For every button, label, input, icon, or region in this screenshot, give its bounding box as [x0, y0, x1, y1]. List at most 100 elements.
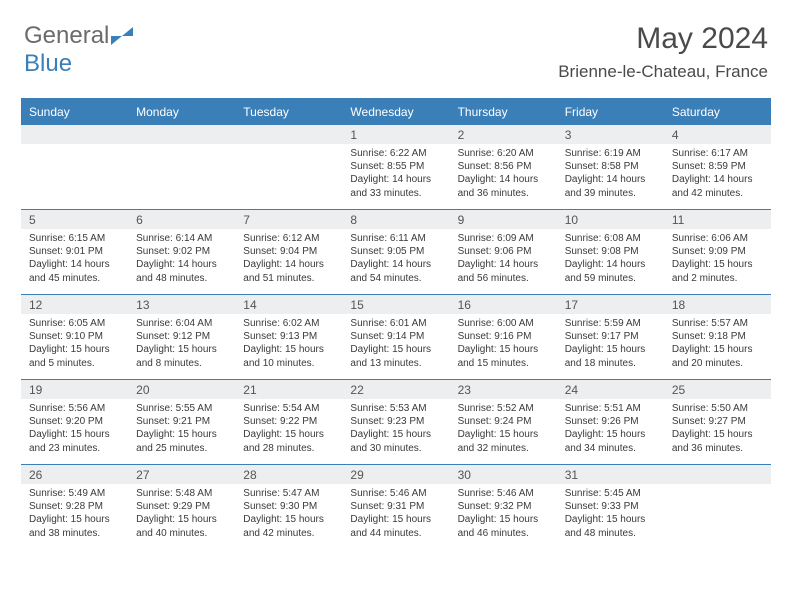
calendar-day-cell: 11Sunrise: 6:06 AMSunset: 9:09 PMDayligh…	[664, 210, 771, 294]
day-body: Sunrise: 6:06 AMSunset: 9:09 PMDaylight:…	[664, 229, 771, 289]
day-body: Sunrise: 6:02 AMSunset: 9:13 PMDaylight:…	[235, 314, 342, 374]
calendar-header-cell: Monday	[128, 100, 235, 125]
day-number: 13	[128, 295, 235, 314]
calendar-week-row: 1Sunrise: 6:22 AMSunset: 8:55 PMDaylight…	[21, 125, 771, 209]
calendar-day-cell: 21Sunrise: 5:54 AMSunset: 9:22 PMDayligh…	[235, 380, 342, 464]
daylight-text: Daylight: 15 hours and 28 minutes.	[243, 428, 338, 454]
calendar-day-cell: 6Sunrise: 6:14 AMSunset: 9:02 PMDaylight…	[128, 210, 235, 294]
calendar-day-cell: 31Sunrise: 5:45 AMSunset: 9:33 PMDayligh…	[557, 465, 664, 549]
sunset-text: Sunset: 9:28 PM	[29, 500, 124, 513]
sunrise-text: Sunrise: 6:01 AM	[350, 317, 445, 330]
day-body: Sunrise: 6:15 AMSunset: 9:01 PMDaylight:…	[21, 229, 128, 289]
calendar-day-cell: 17Sunrise: 5:59 AMSunset: 9:17 PMDayligh…	[557, 295, 664, 379]
calendar-day-cell	[235, 125, 342, 209]
day-number: 30	[450, 465, 557, 484]
day-number: 5	[21, 210, 128, 229]
day-body: Sunrise: 5:57 AMSunset: 9:18 PMDaylight:…	[664, 314, 771, 374]
sunrise-text: Sunrise: 5:46 AM	[350, 487, 445, 500]
day-number: 15	[342, 295, 449, 314]
sunset-text: Sunset: 9:31 PM	[350, 500, 445, 513]
day-body: Sunrise: 5:48 AMSunset: 9:29 PMDaylight:…	[128, 484, 235, 544]
sunrise-text: Sunrise: 6:02 AM	[243, 317, 338, 330]
daylight-text: Daylight: 15 hours and 36 minutes.	[672, 428, 767, 454]
sunset-text: Sunset: 9:09 PM	[672, 245, 767, 258]
day-number: 19	[21, 380, 128, 399]
calendar-day-cell	[21, 125, 128, 209]
sunrise-text: Sunrise: 6:12 AM	[243, 232, 338, 245]
sunset-text: Sunset: 9:33 PM	[565, 500, 660, 513]
day-number: 22	[342, 380, 449, 399]
daylight-text: Daylight: 15 hours and 13 minutes.	[350, 343, 445, 369]
day-body: Sunrise: 6:22 AMSunset: 8:55 PMDaylight:…	[342, 144, 449, 204]
sunrise-text: Sunrise: 6:19 AM	[565, 147, 660, 160]
sunset-text: Sunset: 9:10 PM	[29, 330, 124, 343]
calendar-week-row: 19Sunrise: 5:56 AMSunset: 9:20 PMDayligh…	[21, 379, 771, 464]
calendar-day-cell: 18Sunrise: 5:57 AMSunset: 9:18 PMDayligh…	[664, 295, 771, 379]
sunset-text: Sunset: 9:23 PM	[350, 415, 445, 428]
sunset-text: Sunset: 9:14 PM	[350, 330, 445, 343]
sunrise-text: Sunrise: 6:08 AM	[565, 232, 660, 245]
day-number	[664, 465, 771, 484]
calendar-day-cell: 7Sunrise: 6:12 AMSunset: 9:04 PMDaylight…	[235, 210, 342, 294]
calendar-day-cell: 24Sunrise: 5:51 AMSunset: 9:26 PMDayligh…	[557, 380, 664, 464]
day-number: 27	[128, 465, 235, 484]
calendar-day-cell: 13Sunrise: 6:04 AMSunset: 9:12 PMDayligh…	[128, 295, 235, 379]
sunset-text: Sunset: 9:30 PM	[243, 500, 338, 513]
day-body: Sunrise: 6:08 AMSunset: 9:08 PMDaylight:…	[557, 229, 664, 289]
calendar-day-cell: 15Sunrise: 6:01 AMSunset: 9:14 PMDayligh…	[342, 295, 449, 379]
sunrise-text: Sunrise: 6:20 AM	[458, 147, 553, 160]
calendar-day-cell: 20Sunrise: 5:55 AMSunset: 9:21 PMDayligh…	[128, 380, 235, 464]
calendar-header-cell: Wednesday	[342, 100, 449, 125]
sunset-text: Sunset: 8:59 PM	[672, 160, 767, 173]
day-number: 18	[664, 295, 771, 314]
day-number: 4	[664, 125, 771, 144]
sunrise-text: Sunrise: 6:06 AM	[672, 232, 767, 245]
daylight-text: Daylight: 15 hours and 44 minutes.	[350, 513, 445, 539]
calendar-day-cell: 27Sunrise: 5:48 AMSunset: 9:29 PMDayligh…	[128, 465, 235, 549]
day-body: Sunrise: 5:54 AMSunset: 9:22 PMDaylight:…	[235, 399, 342, 459]
day-body	[128, 144, 235, 151]
day-body: Sunrise: 6:00 AMSunset: 9:16 PMDaylight:…	[450, 314, 557, 374]
sunset-text: Sunset: 9:04 PM	[243, 245, 338, 258]
day-body: Sunrise: 6:01 AMSunset: 9:14 PMDaylight:…	[342, 314, 449, 374]
calendar-week-row: 26Sunrise: 5:49 AMSunset: 9:28 PMDayligh…	[21, 464, 771, 549]
calendar-header-cell: Friday	[557, 100, 664, 125]
day-number: 9	[450, 210, 557, 229]
sunset-text: Sunset: 9:16 PM	[458, 330, 553, 343]
sunrise-text: Sunrise: 5:47 AM	[243, 487, 338, 500]
calendar-day-cell	[664, 465, 771, 549]
daylight-text: Daylight: 15 hours and 42 minutes.	[243, 513, 338, 539]
day-number	[235, 125, 342, 144]
daylight-text: Daylight: 15 hours and 2 minutes.	[672, 258, 767, 284]
calendar-header-cell: Thursday	[450, 100, 557, 125]
day-body: Sunrise: 5:50 AMSunset: 9:27 PMDaylight:…	[664, 399, 771, 459]
daylight-text: Daylight: 14 hours and 36 minutes.	[458, 173, 553, 199]
day-number: 29	[342, 465, 449, 484]
sunrise-text: Sunrise: 5:45 AM	[565, 487, 660, 500]
day-body: Sunrise: 6:04 AMSunset: 9:12 PMDaylight:…	[128, 314, 235, 374]
day-number: 16	[450, 295, 557, 314]
daylight-text: Daylight: 14 hours and 45 minutes.	[29, 258, 124, 284]
location-label: Brienne-le-Chateau, France	[558, 62, 768, 82]
day-body: Sunrise: 6:14 AMSunset: 9:02 PMDaylight:…	[128, 229, 235, 289]
day-number: 31	[557, 465, 664, 484]
day-number: 24	[557, 380, 664, 399]
logo-text-2: Blue	[24, 50, 72, 77]
daylight-text: Daylight: 14 hours and 39 minutes.	[565, 173, 660, 199]
daylight-text: Daylight: 15 hours and 18 minutes.	[565, 343, 660, 369]
page-title: May 2024	[636, 22, 768, 56]
sunrise-text: Sunrise: 6:22 AM	[350, 147, 445, 160]
logo-text-1: General	[24, 22, 109, 49]
calendar-day-cell: 2Sunrise: 6:20 AMSunset: 8:56 PMDaylight…	[450, 125, 557, 209]
daylight-text: Daylight: 14 hours and 56 minutes.	[458, 258, 553, 284]
calendar-day-cell: 12Sunrise: 6:05 AMSunset: 9:10 PMDayligh…	[21, 295, 128, 379]
sunrise-text: Sunrise: 5:51 AM	[565, 402, 660, 415]
daylight-text: Daylight: 15 hours and 40 minutes.	[136, 513, 231, 539]
day-number: 7	[235, 210, 342, 229]
sunset-text: Sunset: 9:24 PM	[458, 415, 553, 428]
calendar-week-row: 12Sunrise: 6:05 AMSunset: 9:10 PMDayligh…	[21, 294, 771, 379]
day-body: Sunrise: 5:46 AMSunset: 9:32 PMDaylight:…	[450, 484, 557, 544]
daylight-text: Daylight: 14 hours and 33 minutes.	[350, 173, 445, 199]
day-number: 12	[21, 295, 128, 314]
sunrise-text: Sunrise: 6:11 AM	[350, 232, 445, 245]
